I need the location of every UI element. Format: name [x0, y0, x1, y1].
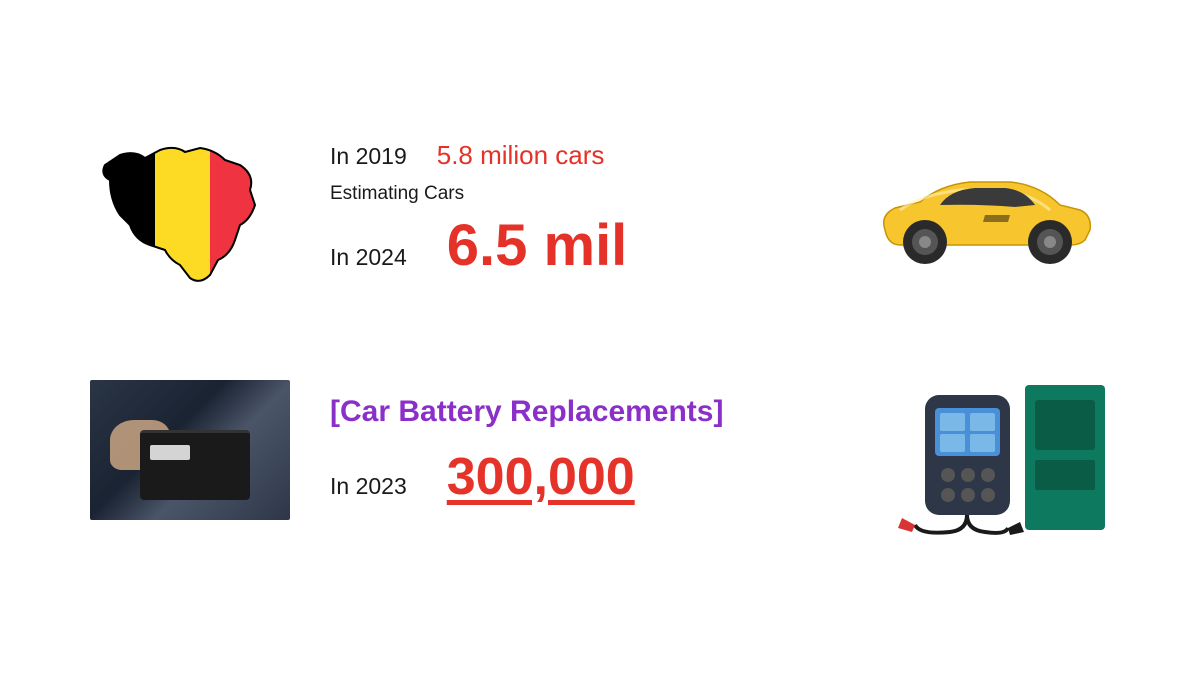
battery-replacement-icon [90, 380, 290, 520]
belgium-map-icon [90, 130, 270, 290]
diagnostic-scanner-icon [890, 380, 1110, 540]
battery-heading: [Car Battery Replacements] [330, 395, 723, 429]
year-2024-label: In 2024 [330, 244, 407, 271]
battery-2023-value: 300,000 [447, 447, 635, 507]
year-2023-label: In 2023 [330, 473, 407, 500]
cars-2024-value: 6.5 mil [447, 217, 628, 275]
sports-car-icon [870, 160, 1100, 270]
battery-stats-block: [Car Battery Replacements] In 2023 300,0… [330, 395, 723, 519]
cars-stats-block: In 2019 5.8 milion cars Estimating Cars … [330, 140, 627, 287]
year-2019-label: In 2019 [330, 143, 407, 170]
estimating-label: Estimating Cars [330, 183, 464, 205]
cars-2019-value: 5.8 milion cars [437, 140, 605, 171]
